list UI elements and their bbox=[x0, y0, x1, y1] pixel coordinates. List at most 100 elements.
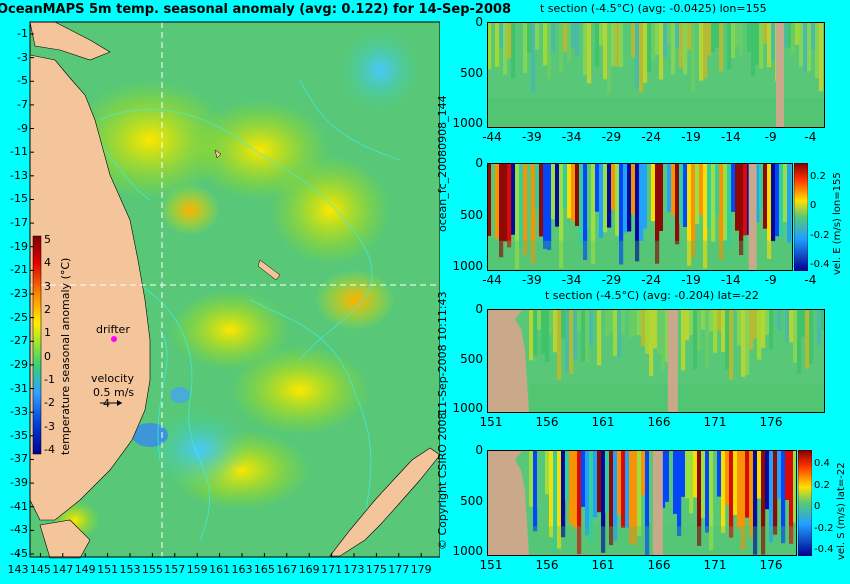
x-tick-label: 156 bbox=[535, 558, 559, 572]
lat-tick-label: -35 bbox=[10, 428, 28, 442]
depth-tick-label: 1000 bbox=[452, 258, 483, 273]
lon-tick-label: 159 bbox=[186, 563, 208, 576]
x-tick-label: -19 bbox=[681, 273, 701, 287]
x-tick-label: 171 bbox=[703, 558, 727, 572]
map-colorbar-label: temperature seasonal anomaly (°C) bbox=[59, 257, 72, 455]
depth-tick-label: 1000 bbox=[452, 400, 483, 415]
x-tick-label: 176 bbox=[759, 558, 783, 572]
lat-tick-label: -39 bbox=[10, 476, 28, 490]
lat-tick-label: -11 bbox=[10, 145, 28, 159]
new-zealand-land bbox=[329, 447, 441, 557]
lat-tick-label: -21 bbox=[10, 263, 28, 277]
lon-tick-label: 155 bbox=[141, 563, 163, 576]
depth-tick-label: 500 bbox=[460, 65, 483, 80]
depth-tick-label: 1000 bbox=[452, 115, 483, 130]
lon-tick-label: 161 bbox=[209, 563, 231, 576]
section-plot bbox=[487, 450, 797, 556]
velocity-colorbar bbox=[798, 450, 812, 556]
velocity-number: 4 bbox=[103, 397, 110, 410]
lat-tick-label: -43 bbox=[10, 523, 28, 537]
velocity-colorbar-tick: 0 bbox=[810, 200, 817, 212]
map-colorbar-tick: 3 bbox=[44, 279, 51, 293]
map-title: OceanMAPS 5m temp. seasonal anomaly (avg… bbox=[0, 2, 512, 17]
lon-tick-label: 151 bbox=[97, 563, 119, 576]
section-plot bbox=[487, 163, 793, 271]
x-tick-label: -9 bbox=[764, 273, 777, 287]
drifter-label: drifter bbox=[96, 323, 130, 336]
depth-tick-label: 0 bbox=[475, 156, 483, 170]
velocity-colorbar-tick: 0 bbox=[814, 501, 821, 512]
lat-tick-label: -7 bbox=[17, 97, 28, 111]
lon-tick-label: 175 bbox=[365, 563, 387, 576]
map-colorbar-tick: -1 bbox=[44, 373, 55, 386]
x-tick-label: 171 bbox=[703, 415, 727, 429]
lat-tick-label: -29 bbox=[10, 357, 28, 371]
x-tick-label: -39 bbox=[521, 130, 542, 144]
x-tick-label: -34 bbox=[561, 273, 582, 287]
lon-tick-label: 149 bbox=[74, 563, 96, 576]
x-tick-label: -4 bbox=[804, 130, 817, 144]
velocity-colorbar-tick: 0.4 bbox=[814, 458, 830, 469]
x-tick-label: -39 bbox=[521, 273, 542, 287]
lat-tick-label: -5 bbox=[17, 74, 28, 88]
depth-tick-label: 0 bbox=[475, 302, 483, 316]
lat-tick-label: -33 bbox=[10, 405, 28, 419]
x-tick-label: 166 bbox=[647, 415, 671, 429]
map-colorbar-tick: 0 bbox=[44, 349, 51, 363]
section-plot bbox=[487, 309, 825, 413]
copyright-label: © Copyright CSIRO 2008 bbox=[436, 412, 449, 550]
velocity-colorbar-tick: -0.2 bbox=[814, 522, 834, 534]
lon-tick-label: 173 bbox=[343, 563, 365, 576]
lon-tick-label: 169 bbox=[298, 563, 320, 576]
anomaly-map bbox=[17, 21, 441, 559]
x-tick-label: -19 bbox=[681, 130, 701, 144]
velocity-value: 0.5 m/s bbox=[93, 386, 135, 399]
lat-tick-label: -31 bbox=[10, 381, 28, 395]
velocity-colorbar-tick: 0.2 bbox=[814, 479, 830, 491]
lat-tick-label: -45 bbox=[10, 547, 28, 560]
depth-tick-label: 0 bbox=[475, 443, 483, 457]
x-tick-label: -44 bbox=[482, 273, 502, 287]
x-tick-label: 151 bbox=[479, 558, 503, 572]
lon-tick-label: 153 bbox=[119, 563, 141, 576]
x-tick-label: 156 bbox=[535, 415, 559, 429]
lat-tick-label: -15 bbox=[10, 192, 28, 206]
lat-tick-label: -19 bbox=[10, 239, 28, 253]
x-tick-label: -14 bbox=[720, 130, 741, 144]
lat-tick-label: -41 bbox=[10, 499, 28, 513]
x-tick-label: -24 bbox=[641, 130, 661, 144]
lon-tick-label: 167 bbox=[276, 563, 298, 576]
x-tick-label: -24 bbox=[641, 273, 661, 287]
x-tick-label: 176 bbox=[759, 415, 783, 429]
x-tick-label: -9 bbox=[764, 130, 777, 144]
map-colorbar-tick: 2 bbox=[44, 303, 51, 316]
section-title: t section (-4.5°C) (avg: -0.0425) lon=15… bbox=[540, 2, 767, 15]
map-colorbar-tick: -3 bbox=[44, 419, 55, 433]
velocity-colorbar-label: vel. E (m/s) lon=155 bbox=[832, 172, 843, 275]
depth-tick-label: 1000 bbox=[452, 543, 483, 558]
velocity-colorbar bbox=[794, 163, 808, 271]
depth-tick-label: 0 bbox=[475, 15, 483, 29]
lat-tick-label: -23 bbox=[10, 287, 28, 300]
lat-tick-label: -3 bbox=[17, 50, 28, 64]
map-colorbar bbox=[32, 235, 42, 455]
x-tick-label: -44 bbox=[482, 130, 502, 144]
velocity-colorbar-label: vel. S (m/s) lat=-22 bbox=[836, 462, 847, 560]
x-tick-label: -14 bbox=[720, 273, 741, 287]
lon-tick-label: 179 bbox=[410, 563, 432, 576]
x-tick-label: 166 bbox=[647, 558, 671, 572]
map-colorbar-tick: 5 bbox=[44, 233, 51, 246]
drifter-marker bbox=[111, 336, 117, 342]
lat-tick-label: -9 bbox=[17, 121, 28, 135]
lon-tick-label: 163 bbox=[231, 563, 253, 576]
velocity-colorbar-tick: -0.4 bbox=[814, 544, 834, 555]
depth-tick-label: 500 bbox=[460, 493, 483, 508]
velocity-colorbar-tick: -0.2 bbox=[810, 229, 830, 241]
lat-tick-label: -27 bbox=[10, 334, 28, 348]
x-tick-label: 151 bbox=[479, 415, 503, 429]
velocity-label: velocity bbox=[91, 372, 134, 385]
map-colorbar-tick: 1 bbox=[44, 326, 51, 340]
velocity-colorbar-tick: 0.2 bbox=[810, 171, 826, 182]
lon-tick-label: 165 bbox=[253, 563, 275, 576]
depth-tick-label: 500 bbox=[460, 351, 483, 366]
